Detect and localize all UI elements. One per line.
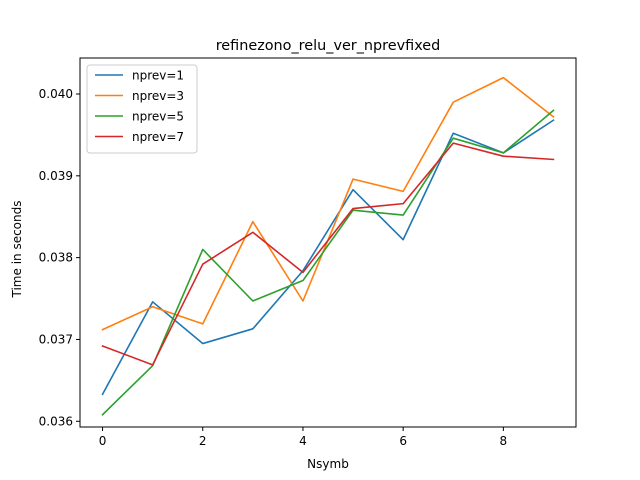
legend-label: nprev=1 xyxy=(132,69,184,83)
legend-label: nprev=3 xyxy=(132,89,184,103)
x-tick-label: 0 xyxy=(99,434,107,448)
plot-frame xyxy=(79,57,577,428)
y-axis: 0.036 0.037 0.038 0.039 0.040 xyxy=(39,87,80,428)
x-tick-label: 6 xyxy=(399,434,407,448)
x-tick-label: 8 xyxy=(500,434,508,448)
y-tick-label: 0.039 xyxy=(39,169,73,183)
series-layer xyxy=(101,76,555,416)
legend-box xyxy=(86,64,198,154)
x-tick-label: 2 xyxy=(199,434,207,448)
y-tick-label: 0.036 xyxy=(39,414,73,428)
legend: nprev=1 nprev=3 nprev=5 nprev=7 xyxy=(86,64,198,154)
series-line-3 xyxy=(101,109,555,416)
y-axis-label: Time in seconds xyxy=(10,201,24,299)
x-axis-label: Nsymb xyxy=(307,457,349,471)
series-line-4 xyxy=(101,142,555,366)
plot-area xyxy=(79,57,577,428)
chart-title: refinezono_relu_ver_nprevfixed xyxy=(216,38,441,54)
series-line-1 xyxy=(101,119,555,396)
x-axis: 0 2 4 6 8 xyxy=(99,427,507,448)
legend-label: nprev=5 xyxy=(132,110,184,124)
y-tick-label: 0.038 xyxy=(39,251,73,265)
y-tick-label: 0.040 xyxy=(39,87,73,101)
y-tick-label: 0.037 xyxy=(39,332,73,346)
legend-label: nprev=7 xyxy=(132,130,184,144)
x-tick-label: 4 xyxy=(299,434,307,448)
